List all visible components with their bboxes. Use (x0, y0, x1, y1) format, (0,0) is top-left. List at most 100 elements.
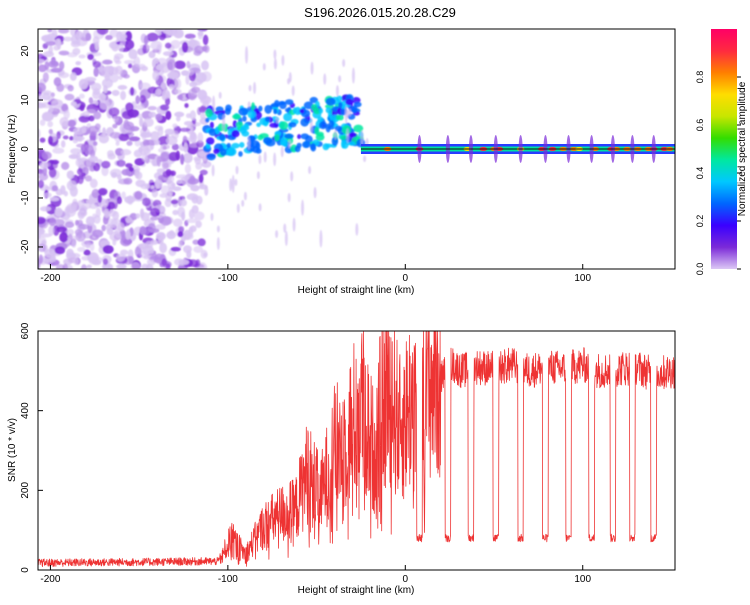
echo-streak (216, 237, 220, 251)
echo-streak (216, 225, 220, 233)
x-tick-label: 100 (574, 574, 591, 585)
noise-blob (196, 140, 204, 148)
colorbar-tick-label: 0.8 (695, 71, 705, 84)
echo-blob (224, 107, 231, 115)
noise-blob (182, 152, 193, 164)
noise-blob (162, 51, 174, 57)
noise-blob (142, 44, 147, 54)
noise-blob (172, 123, 178, 129)
noise-blob (128, 49, 138, 60)
noise-blob (51, 185, 59, 192)
echo-streak (234, 178, 238, 186)
noise-blob (93, 111, 102, 120)
echo-blob (353, 124, 364, 133)
noise-blob (178, 225, 185, 234)
noise-blob (89, 203, 98, 210)
noise-blob (160, 82, 167, 90)
echo-streak (345, 109, 349, 118)
echo-blob (349, 132, 357, 138)
noise-blob (114, 65, 123, 75)
noise-blob (41, 151, 52, 160)
noise-blob (186, 218, 198, 224)
noise-blob (47, 29, 53, 33)
echo-streak (360, 130, 364, 146)
noise-blob (161, 89, 170, 100)
noise-blob (150, 130, 160, 141)
noise-blob (48, 60, 59, 68)
echo-blob (273, 108, 278, 115)
noise-blob (139, 94, 147, 104)
noise-blob (141, 153, 148, 162)
noise-blob (91, 188, 100, 199)
noise-blob (85, 32, 92, 42)
noise-blob (38, 179, 45, 189)
noise-blob (151, 188, 159, 198)
echo-blob (309, 143, 316, 150)
colorbar-label: Normalized spectral amplitude (737, 81, 748, 216)
noise-blob (143, 255, 150, 260)
noise-blob (125, 30, 133, 42)
noise-blob (117, 85, 128, 90)
echo-streak (273, 152, 277, 167)
noise-blob (96, 29, 109, 35)
echo-streak (292, 217, 296, 232)
noise-blob (128, 136, 141, 142)
echo-streak (222, 114, 226, 132)
noise-blob (150, 216, 159, 221)
y-tick-label: -20 (20, 239, 31, 254)
noise-blob (123, 177, 133, 185)
noise-blob (178, 259, 190, 266)
noise-blob (88, 125, 100, 134)
echo-blob (205, 117, 210, 123)
noise-blob (155, 113, 163, 121)
noise-blob (105, 35, 113, 41)
snr-panel: -200 -100 0 100 0 200 400 600 Height of straig… (7, 322, 676, 596)
noise-blob (168, 186, 173, 197)
noise-blob (86, 109, 97, 114)
echo-blob (331, 136, 339, 146)
noise-blob (167, 181, 176, 190)
echo-blob (255, 142, 261, 151)
echo-blob (238, 151, 243, 157)
noise-blob (88, 115, 95, 122)
noise-blob (41, 34, 53, 42)
noise-blob (134, 246, 142, 257)
noise-blob (70, 101, 77, 107)
noise-blob (188, 209, 195, 219)
noise-blob (102, 198, 109, 208)
noise-blob (186, 60, 191, 69)
echo-blob (231, 129, 240, 138)
noise-blob (72, 47, 81, 55)
noise-blob (189, 175, 196, 183)
noise-blob (59, 117, 69, 127)
echo-blob (259, 133, 269, 139)
echo-blob (226, 147, 237, 157)
colorbar: 0.0 0.2 0.4 0.6 0.8 Normalized spectral ampl… (695, 29, 748, 275)
echo-blob (274, 134, 280, 142)
spectrogram-x-label: Height of straight line (km) (298, 285, 415, 296)
echo-blob (280, 141, 289, 147)
echo-streak (288, 72, 292, 83)
echo-streak (323, 73, 327, 85)
noise-blob (102, 258, 109, 265)
echo-blob (283, 112, 293, 122)
echo-blob (240, 125, 250, 131)
echo-streak (256, 171, 260, 180)
noise-blob (164, 128, 175, 135)
noise-blob (126, 140, 133, 146)
echo-streak (283, 223, 287, 233)
echo-blob (292, 107, 297, 114)
noise-blob (160, 215, 172, 226)
noise-blob (44, 61, 50, 71)
noise-blob (141, 130, 147, 141)
noise-blob (139, 227, 151, 236)
noise-blob (135, 213, 141, 219)
noise-blob (77, 223, 90, 230)
echo-streak (301, 199, 305, 216)
noise-blob (148, 111, 157, 118)
noise-blob (59, 61, 65, 71)
echo-streak (335, 85, 339, 97)
y-tick-label: 200 (20, 482, 31, 499)
noise-blob (73, 135, 85, 142)
echo-blob (297, 134, 302, 140)
